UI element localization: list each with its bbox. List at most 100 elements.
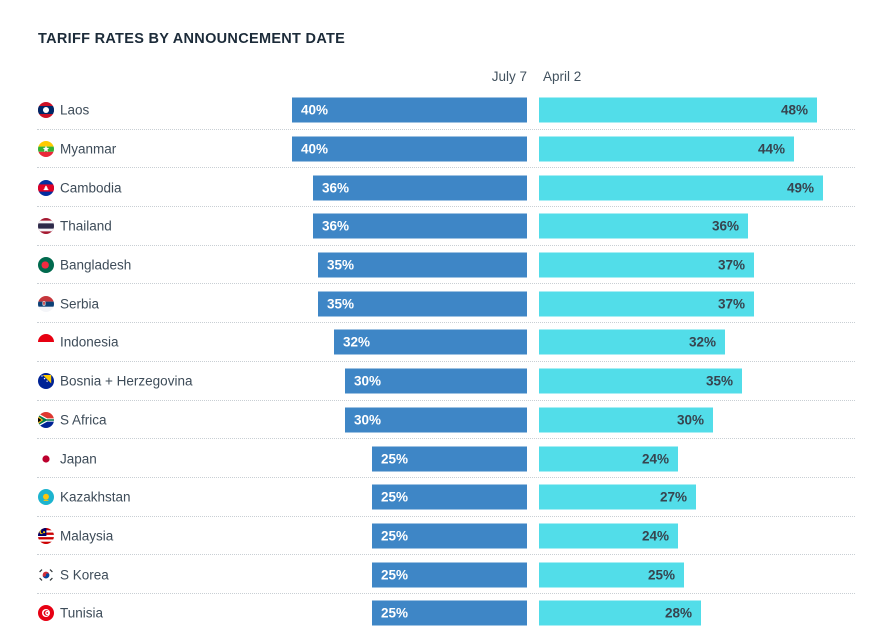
april2-value-label: 28%: [664, 605, 692, 621]
row-separator: [37, 283, 855, 285]
country-label: S Africa: [60, 412, 107, 428]
country-label: Tunisia: [60, 605, 104, 621]
bosnia-flag-icon: [38, 373, 54, 390]
country-label: Bangladesh: [60, 257, 132, 273]
april2-bar: 25%: [539, 562, 684, 588]
july7-bar: 36%: [313, 213, 527, 239]
july7-value-label: 35%: [327, 257, 355, 273]
laos-flag-icon: [38, 102, 54, 119]
chart-row: Japan 25% 24%: [0, 438, 880, 478]
row-separator: [37, 244, 855, 246]
april2-bar: 30%: [539, 407, 713, 433]
country-label: Malaysia: [60, 528, 114, 544]
april2-value-label: 30%: [676, 412, 704, 428]
july7-bar: 35%: [318, 291, 527, 317]
chart-row: Indonesia 32% 32%: [0, 322, 880, 362]
april2-value-label: 35%: [705, 373, 733, 389]
thailand-flag-icon: [38, 218, 54, 235]
july7-bar: 30%: [345, 368, 527, 394]
april2-value-label: 48%: [780, 102, 808, 118]
malaysia-flag-icon: [38, 527, 54, 544]
april2-value-label: 24%: [641, 528, 669, 544]
april2-bar: 28%: [539, 600, 701, 626]
april2-value-label: 37%: [717, 257, 745, 273]
tunisia-flag-icon: [38, 605, 54, 622]
july7-value-label: 36%: [322, 180, 350, 196]
july7-value-label: 30%: [354, 373, 382, 389]
country-label: S Korea: [60, 567, 109, 583]
s-korea-flag-icon: [38, 566, 54, 583]
july7-bar: 25%: [372, 484, 527, 510]
cambodia-flag-icon: [38, 179, 54, 196]
july7-value-label: 25%: [381, 567, 409, 583]
chart-row: S Africa 30% 30%: [0, 399, 880, 440]
july7-bar: 36%: [313, 175, 527, 201]
chart-row: Myanmar 40% 44%: [0, 128, 880, 169]
row-separator: [37, 515, 855, 517]
country-label: Serbia: [60, 296, 100, 312]
april2-bar: 37%: [539, 291, 754, 317]
april2-value-label: 49%: [786, 180, 814, 196]
july7-value-label: 36%: [322, 218, 350, 234]
july7-bar: 30%: [345, 407, 527, 433]
chart-row: S Korea 25% 25%: [0, 554, 880, 594]
july7-value-label: 40%: [301, 141, 329, 157]
country-label: Thailand: [60, 218, 112, 234]
july7-value-label: 40%: [301, 102, 329, 118]
april2-bar: 24%: [539, 523, 678, 549]
bangladesh-flag-icon: [38, 257, 54, 274]
country-label: Indonesia: [60, 334, 119, 350]
chart-row: Malaysia 25% 24%: [0, 515, 880, 556]
country-label: Laos: [60, 102, 90, 118]
chart-row: Laos 40% 48%: [0, 91, 880, 130]
row-separator: [37, 206, 855, 208]
july7-bar: 32%: [334, 329, 527, 355]
july7-bar: 40%: [292, 136, 527, 162]
april2-bar: 27%: [539, 484, 696, 510]
row-separator: [37, 167, 855, 169]
s-africa-flag-icon: [38, 411, 54, 428]
row-separator: [37, 554, 855, 556]
july7-bar: 40%: [292, 97, 527, 123]
april2-value-label: 24%: [641, 451, 669, 467]
row-separator: [37, 128, 855, 130]
july7-value-label: 35%: [327, 296, 355, 312]
april2-value-label: 32%: [688, 334, 716, 350]
chart-title: TARIFF RATES BY ANNOUNCEMENT DATE: [38, 31, 346, 47]
april2-bar: 32%: [539, 329, 725, 355]
april2-bar: 35%: [539, 368, 742, 394]
serbia-flag-icon: [38, 295, 54, 312]
april2-bar: 24%: [539, 446, 678, 472]
country-label: Cambodia: [60, 180, 122, 196]
chart-row: Bangladesh 35% 37%: [0, 244, 880, 285]
april2-value-label: 36%: [711, 218, 739, 234]
july7-bar: 25%: [372, 523, 527, 549]
april2-value-label: 37%: [717, 296, 745, 312]
chart-row: Cambodia 36% 49%: [0, 167, 880, 207]
myanmar-flag-icon: [38, 141, 54, 158]
chart-row: Tunisia 25% 28%: [0, 592, 880, 633]
chart-row: Bosnia + Herzegovina 30% 35%: [0, 360, 880, 401]
chart-row: Kazakhstan 25% 27%: [0, 476, 880, 517]
country-label: Japan: [60, 451, 97, 467]
july7-value-label: 25%: [381, 451, 409, 467]
row-separator: [37, 592, 855, 594]
april2-value-label: 44%: [757, 141, 785, 157]
kazakhstan-flag-icon: [38, 489, 54, 506]
row-separator: [37, 360, 855, 362]
country-label: Myanmar: [60, 141, 117, 157]
country-label: Kazakhstan: [60, 489, 131, 505]
july7-value-label: 30%: [354, 412, 382, 428]
country-label: Bosnia + Herzegovina: [60, 373, 193, 389]
july7-column-header: July 7: [491, 69, 527, 84]
chart-row: Thailand 36% 36%: [0, 206, 880, 246]
april2-column-header: April 2: [543, 69, 582, 84]
july7-value-label: 25%: [381, 489, 409, 505]
indonesia-flag-icon: [38, 334, 54, 351]
april2-value-label: 25%: [647, 567, 675, 583]
april2-bar: 44%: [539, 136, 794, 162]
july7-bar: 25%: [372, 562, 527, 588]
chart-rows: Laos 40% 48% Myanmar 40% 44% Cambodia 36…: [0, 91, 880, 633]
july7-bar: 25%: [372, 446, 527, 472]
